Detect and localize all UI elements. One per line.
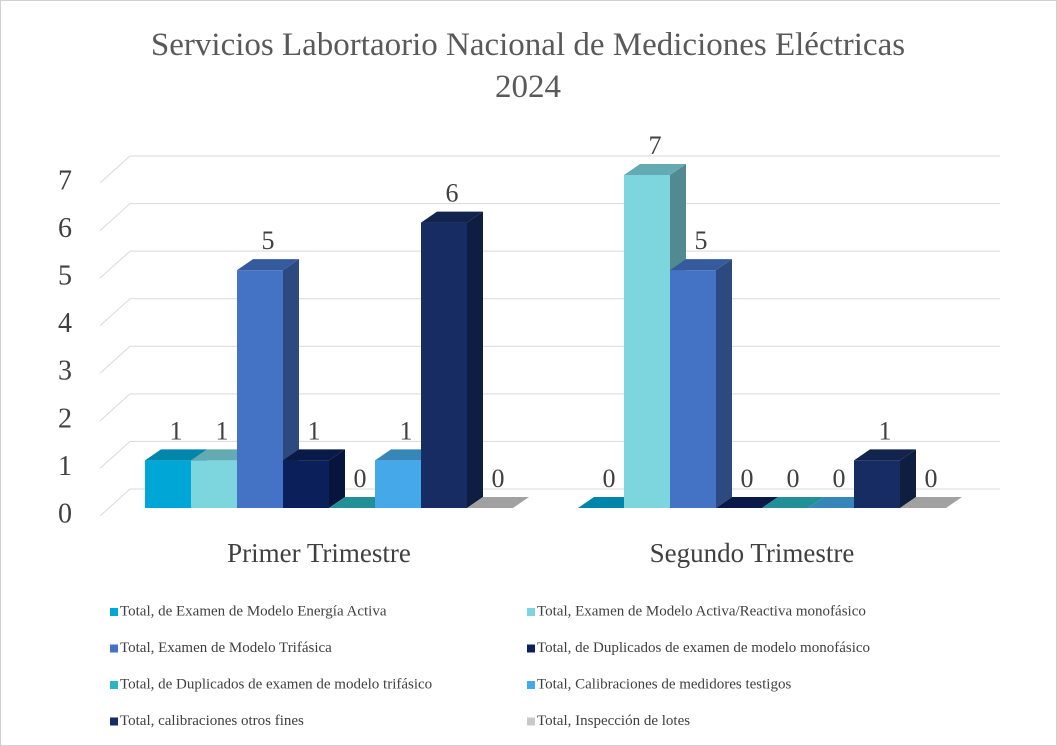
legend-swatch (110, 681, 118, 689)
value-label: 5 (695, 226, 708, 255)
value-label: 6 (446, 179, 459, 208)
value-label: 0 (603, 464, 616, 493)
legend-label: Total, Examen de Modelo Activa/Reactiva … (537, 603, 866, 619)
bar-top (716, 497, 778, 508)
grid-line-side (99, 393, 131, 422)
bar-front (854, 460, 900, 508)
bar-top (283, 449, 345, 461)
legend-label: Total, Calibraciones de medidores testig… (537, 676, 791, 692)
bar-top (145, 449, 207, 461)
bar (716, 497, 778, 508)
legend-swatch (110, 644, 118, 653)
legend-swatch (110, 717, 118, 726)
legend-label: Total, Inspección de lotes (537, 713, 690, 729)
x-tick-label: Segundo Trimestre (650, 538, 855, 568)
grid-line-side (99, 441, 131, 469)
value-label: 0 (354, 464, 367, 493)
bar-top (237, 259, 299, 271)
y-tick-label: 1 (58, 451, 72, 482)
grid-line-side (99, 250, 131, 279)
y-tick-label: 5 (58, 261, 72, 292)
bar (854, 449, 916, 508)
legend-swatch (527, 681, 535, 689)
bar-front (145, 460, 191, 508)
bar-side (329, 449, 345, 508)
bar (421, 211, 483, 509)
bar (900, 497, 962, 508)
bar-top (421, 211, 483, 223)
value-label: 0 (925, 464, 938, 493)
x-tick-label: Primer Trimestre (227, 538, 411, 568)
value-label: 1 (400, 416, 413, 445)
value-label: 0 (833, 464, 846, 493)
bar-top (900, 497, 962, 508)
legend-label: Total, de Duplicados de examen de modelo… (537, 640, 870, 656)
y-tick-label: 2 (58, 403, 72, 434)
bar-front (624, 175, 670, 508)
legend-label: Total, de Duplicados de examen de modelo… (120, 676, 432, 692)
bar-top (670, 259, 732, 271)
y-tick-label: 6 (58, 213, 72, 244)
legend-swatch (110, 608, 118, 616)
bar-front (283, 460, 329, 508)
y-tick-label: 0 (58, 498, 72, 529)
grid-line-side (99, 203, 131, 231)
value-label: 1 (308, 416, 321, 445)
bar-side (467, 211, 483, 509)
bar (237, 259, 299, 508)
bar-front (375, 460, 421, 508)
value-label: 7 (649, 131, 662, 160)
grid-line-side (99, 345, 131, 374)
legend-swatch (527, 608, 535, 616)
bar (283, 449, 345, 508)
legend-label: Total, Examen de Modelo Trifásica (120, 640, 332, 656)
chart-title: Servicios Labortaorio Nacional de Medici… (150, 27, 906, 105)
legend-swatch (527, 644, 535, 653)
value-label: 0 (787, 464, 800, 493)
value-label: 0 (492, 464, 505, 493)
grid-line-side (99, 155, 131, 184)
bar-side (283, 259, 299, 508)
bar-top (467, 497, 529, 508)
bar-front (670, 270, 716, 508)
legend-label: Total, calibraciones otros fines (120, 713, 304, 729)
grid-line-side (99, 488, 131, 517)
bar-front (191, 460, 237, 508)
y-tick-label: 3 (58, 356, 72, 387)
legend-label: Total, de Examen de Modelo Energía Activ… (120, 603, 387, 619)
value-label: 1 (216, 416, 229, 445)
bar-top (762, 497, 824, 508)
bar-side (900, 449, 916, 508)
bar (467, 497, 529, 508)
grid-line-side (99, 298, 131, 327)
y-tick-label: 7 (58, 165, 72, 196)
bar-front (237, 270, 283, 508)
value-label: 0 (741, 464, 754, 493)
value-label: 1 (170, 416, 183, 445)
value-label: 5 (262, 226, 275, 255)
bar (670, 259, 732, 508)
bar-top (624, 164, 686, 175)
legend-swatch (527, 717, 535, 726)
bar (762, 497, 824, 508)
y-tick-label: 4 (58, 308, 72, 339)
bar-side (716, 259, 732, 508)
bar-front (421, 222, 467, 509)
value-label: 1 (879, 416, 892, 445)
bar-top (854, 449, 916, 461)
